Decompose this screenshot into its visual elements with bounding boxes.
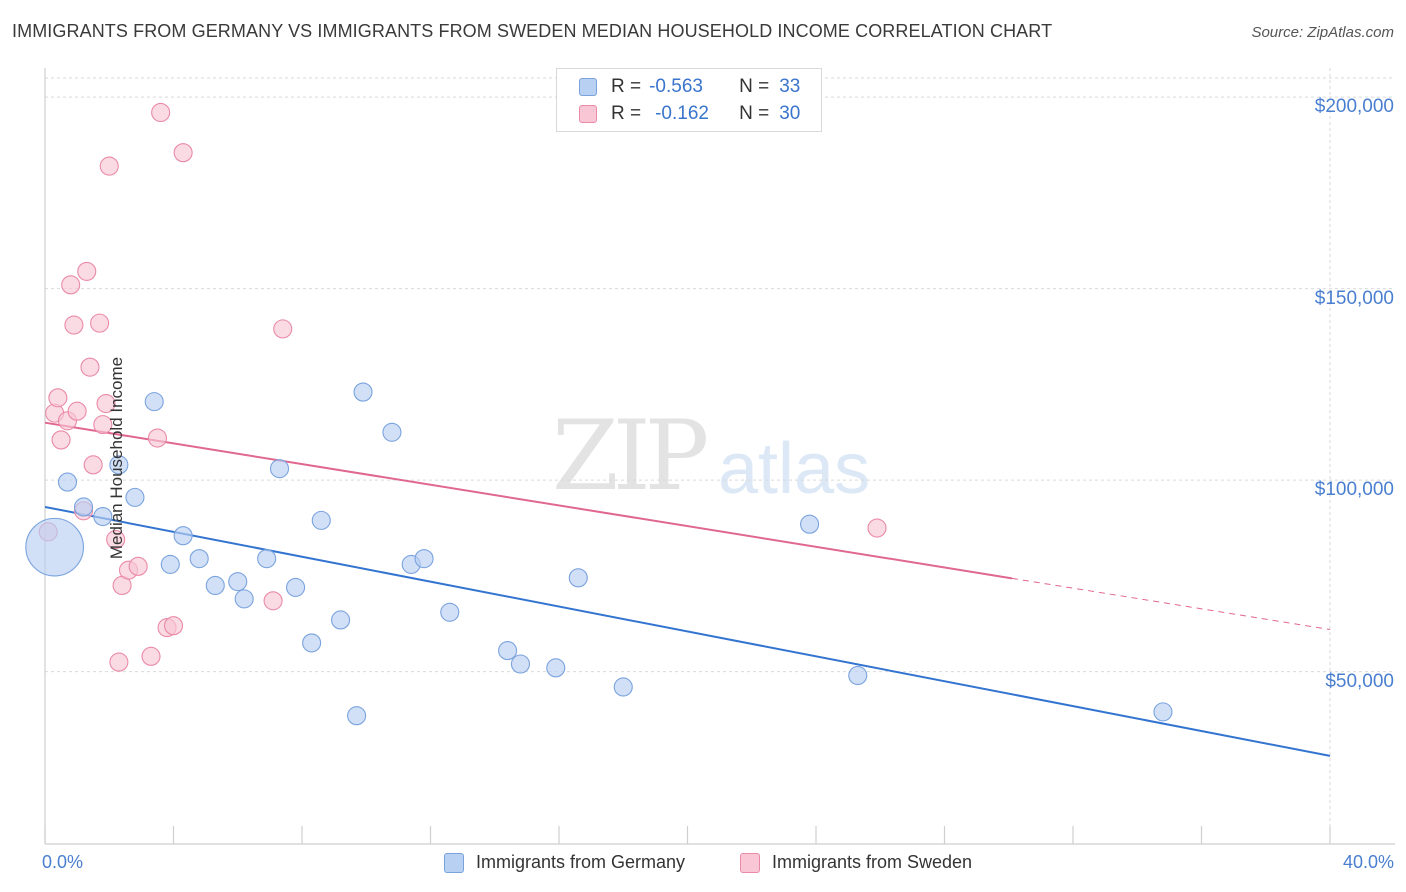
germany-point-23[interactable] xyxy=(414,549,434,569)
sweden-point-9[interactable] xyxy=(77,261,97,281)
axes xyxy=(44,68,1395,845)
sweden-swatch xyxy=(579,105,597,123)
x-tick-label-min: 0.0% xyxy=(42,852,84,872)
sweden-point-11[interactable] xyxy=(83,455,103,475)
sweden-point-21[interactable] xyxy=(141,646,161,666)
trend-lines xyxy=(44,421,1331,757)
germany-point-24[interactable] xyxy=(440,602,460,622)
sweden-n-label: N = xyxy=(739,103,770,124)
germany-r-value: -0.563 xyxy=(649,76,703,97)
germany-point-1[interactable] xyxy=(57,472,78,492)
sweden-point-2[interactable] xyxy=(48,388,68,408)
sweden-point-23[interactable] xyxy=(151,102,171,123)
germany-point-17[interactable] xyxy=(311,510,331,530)
legend-germany-swatch xyxy=(444,852,464,873)
stats-row-germany: R = -0.563 N = 33 xyxy=(579,75,800,99)
germany-r-label: R = xyxy=(611,76,642,97)
germany-point-0[interactable] xyxy=(25,517,84,577)
sweden-trend-line-extension xyxy=(1011,577,1331,631)
sweden-point-17[interactable] xyxy=(109,652,129,672)
sweden-point-12[interactable] xyxy=(90,313,110,333)
germany-point-15[interactable] xyxy=(286,577,306,597)
germany-point-5[interactable] xyxy=(125,487,145,507)
germany-point-21[interactable] xyxy=(382,422,402,442)
chart-title: IMMIGRANTS FROM GERMANY VS IMMIGRANTS FR… xyxy=(12,21,1053,41)
legend-item-germany[interactable]: Immigrants from Germany xyxy=(444,852,685,873)
germany-point-4[interactable] xyxy=(109,455,129,475)
germany-point-25[interactable] xyxy=(498,641,518,661)
sweden-r-label: R = xyxy=(611,103,642,124)
y-tick-label-3: $200,000 xyxy=(1314,96,1394,118)
germany-point-19[interactable] xyxy=(347,706,367,726)
watermark-atlas: atlas xyxy=(718,429,871,509)
sweden-point-20[interactable] xyxy=(128,556,148,576)
germany-trend-line xyxy=(44,505,1331,757)
sweden-n-value: 30 xyxy=(779,103,801,124)
germany-point-8[interactable] xyxy=(173,526,193,546)
y-tick-label-2: $150,000 xyxy=(1314,287,1394,309)
sweden-point-14[interactable] xyxy=(96,393,116,414)
germany-point-20[interactable] xyxy=(353,382,373,402)
legend-sweden-label: Immigrants from Sweden xyxy=(772,852,973,872)
sweden-point-5[interactable] xyxy=(61,275,81,295)
sweden-trend-line xyxy=(44,421,1013,580)
sweden-point-28[interactable] xyxy=(273,319,293,339)
sweden-point-25[interactable] xyxy=(163,616,184,636)
x-tick-label-max: 40.0% xyxy=(1342,852,1394,872)
germany-point-7[interactable] xyxy=(160,554,180,574)
legend-germany-label: Immigrants from Germany xyxy=(476,852,686,872)
germany-point-2[interactable] xyxy=(74,497,94,517)
sweden-point-29[interactable] xyxy=(867,518,887,538)
germany-n-label: N = xyxy=(739,76,770,97)
data-points xyxy=(25,102,1173,726)
sweden-r-value: -0.162 xyxy=(655,103,709,124)
source-credit: Source: ZipAtlas.com xyxy=(1251,24,1394,41)
sweden-point-7[interactable] xyxy=(67,401,87,421)
y-tick-label-1: $100,000 xyxy=(1314,479,1394,501)
germany-point-14[interactable] xyxy=(269,459,290,479)
sweden-point-10[interactable] xyxy=(80,357,100,377)
germany-swatch xyxy=(579,78,597,96)
germany-point-3[interactable] xyxy=(93,506,113,527)
legend-sweden-swatch xyxy=(740,852,760,873)
germany-point-9[interactable] xyxy=(189,549,209,569)
germany-n-value: 33 xyxy=(779,76,801,97)
stats-row-sweden: R = -0.162 N = 30 xyxy=(579,102,800,126)
germany-point-32[interactable] xyxy=(1153,702,1173,722)
germany-point-31[interactable] xyxy=(848,665,868,686)
sweden-point-26[interactable] xyxy=(173,143,193,163)
legend-item-sweden[interactable]: Immigrants from Sweden xyxy=(740,852,972,873)
germany-point-29[interactable] xyxy=(613,677,633,697)
sweden-point-22[interactable] xyxy=(147,428,167,448)
germany-point-27[interactable] xyxy=(546,658,566,678)
germany-point-26[interactable] xyxy=(510,654,531,674)
watermark-zip: ZIP xyxy=(552,400,709,512)
sweden-point-15[interactable] xyxy=(99,156,119,176)
germany-point-11[interactable] xyxy=(228,572,248,592)
y-axis-label: Median Household Income xyxy=(107,356,127,560)
germany-point-6[interactable] xyxy=(144,392,164,412)
germany-point-18[interactable] xyxy=(330,610,351,630)
sweden-point-16[interactable] xyxy=(106,529,126,550)
germany-point-13[interactable] xyxy=(257,549,277,569)
sweden-point-3[interactable] xyxy=(51,430,71,450)
germany-point-28[interactable] xyxy=(568,568,588,588)
germany-point-16[interactable] xyxy=(302,633,322,653)
germany-point-10[interactable] xyxy=(205,575,225,596)
germany-point-12[interactable] xyxy=(234,589,254,609)
stats-box: R = -0.563 N = 33 R = -0.162 N = 30 xyxy=(556,68,822,132)
sweden-point-27[interactable] xyxy=(263,591,283,611)
germany-point-30[interactable] xyxy=(800,514,820,534)
y-tick-label-0: $50,000 xyxy=(1325,670,1394,692)
sweden-point-13[interactable] xyxy=(93,415,113,435)
sweden-point-6[interactable] xyxy=(64,315,84,335)
